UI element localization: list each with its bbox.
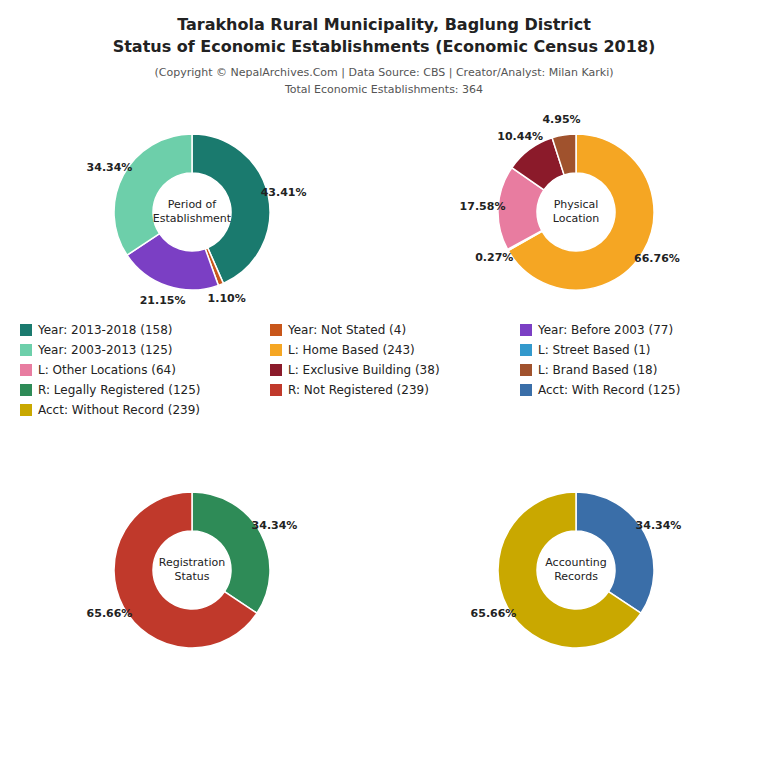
donut-chart xyxy=(498,134,654,290)
donut-slice xyxy=(192,492,270,613)
legend-swatch xyxy=(520,324,532,336)
legend-swatch xyxy=(520,344,532,356)
legend-entry: L: Other Locations (64) xyxy=(38,363,176,377)
data-label: 34.34% xyxy=(87,161,133,174)
legend-swatch xyxy=(520,384,532,396)
legend-entry: L: Exclusive Building (38) xyxy=(288,363,440,377)
legend-entry: Year: 2003-2013 (125) xyxy=(37,343,173,357)
chart-title: Period ofEstablishment xyxy=(153,198,232,225)
legend-swatch xyxy=(20,344,32,356)
data-label: 10.44% xyxy=(497,130,543,143)
legend-swatch xyxy=(270,324,282,336)
data-label: 66.76% xyxy=(634,252,680,265)
donut-slice xyxy=(576,492,654,613)
legend-entry: R: Legally Registered (125) xyxy=(38,383,200,397)
legend-entry: Acct: With Record (125) xyxy=(538,383,680,397)
subtitle: (Copyright © NepalArchives.Com | Data So… xyxy=(154,66,613,96)
legend-swatch xyxy=(270,384,282,396)
title: Tarakhola Rural Municipality, Baglung Di… xyxy=(113,15,656,56)
donut-chart xyxy=(114,492,270,648)
chart-title: AccountingRecords xyxy=(545,556,606,583)
data-label: 43.41% xyxy=(261,186,307,199)
figure: Tarakhola Rural Municipality, Baglung Di… xyxy=(0,0,768,768)
legend-swatch xyxy=(20,364,32,376)
legend-swatch xyxy=(20,404,32,416)
donut-slice xyxy=(114,492,257,648)
chart-title: RegistrationStatus xyxy=(159,556,225,583)
legend-entry: Year: Before 2003 (77) xyxy=(537,323,673,337)
legend-entry: L: Brand Based (18) xyxy=(538,363,657,377)
data-label: 65.66% xyxy=(471,607,517,620)
chart-title: PhysicalLocation xyxy=(553,198,600,225)
data-label: 34.34% xyxy=(252,519,298,532)
legend: Year: 2013-2018 (158) Year: Not Stated (4… xyxy=(20,323,680,417)
data-label: 21.15% xyxy=(140,294,186,307)
legend-entry: R: Not Registered (239) xyxy=(288,383,429,397)
legend-swatch xyxy=(270,364,282,376)
legend-swatch xyxy=(520,364,532,376)
legend-entry: Acct: Without Record (239) xyxy=(38,403,200,417)
legend-entry: L: Home Based (243) xyxy=(288,343,415,357)
donut-slice xyxy=(114,134,192,255)
donut-chart xyxy=(498,492,654,648)
data-label: 1.10% xyxy=(208,292,246,305)
legend-entry: Year: 2013-2018 (158) xyxy=(37,323,173,337)
legend-entry: L: Street Based (1) xyxy=(538,343,650,357)
legend-swatch xyxy=(270,344,282,356)
data-label: 4.95% xyxy=(542,113,580,126)
data-label: 65.66% xyxy=(87,607,133,620)
data-label: 0.27% xyxy=(475,251,513,264)
data-label: 17.58% xyxy=(460,200,506,213)
legend-swatch xyxy=(20,324,32,336)
donut-chart xyxy=(114,134,270,290)
legend-swatch xyxy=(20,384,32,396)
donut-slice xyxy=(552,134,576,175)
legend-entry: Year: Not Stated (4) xyxy=(287,323,406,337)
donut-slice xyxy=(498,492,641,648)
data-label: 34.34% xyxy=(636,519,682,532)
